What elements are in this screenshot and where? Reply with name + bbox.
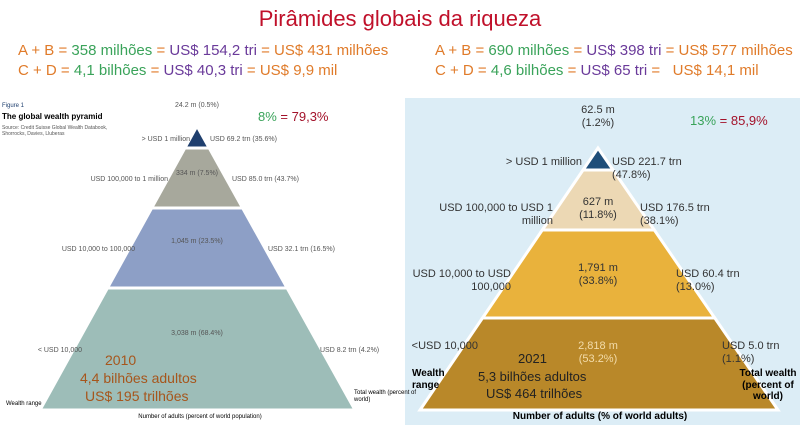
x-axis-label: Number of adults (% of world adults)	[512, 411, 688, 422]
pyramid-band	[37, 286, 358, 412]
wealth-label: USD 69.2 trn (35.6%)	[210, 136, 277, 143]
text-segment: A + B =	[18, 42, 68, 59]
text-segment: = US$ 577 milhões	[665, 42, 793, 59]
adults-label: 3,038 m (68.4%)	[171, 330, 223, 337]
text-segment: =	[567, 62, 577, 79]
text-segment: 690 milhões	[488, 42, 570, 59]
text-segment: 13%	[690, 113, 717, 128]
text-segment: C + D =	[18, 62, 70, 79]
text-segment: =	[573, 42, 583, 59]
text-segment: C + D =	[435, 62, 487, 79]
range-label: USD 10,000 to 100,000	[61, 246, 135, 253]
text-segment: = US$ 9,9 mil	[246, 62, 338, 79]
range-label: <USD 10,000	[411, 340, 478, 352]
ratio: 13% = 85,9%	[690, 113, 768, 129]
overlay-text: 2010	[105, 352, 137, 368]
text-segment: 4,6 bilhões	[490, 62, 564, 79]
figure-title: The global wealth pyramid	[2, 112, 103, 121]
text-segment: =	[150, 62, 160, 79]
range-label: USD 100,000 to USD 1 million	[439, 202, 553, 227]
wealth-axis-label: Total wealth (percent of world)	[739, 368, 797, 402]
text-segment: = 85,9%	[719, 113, 768, 128]
wealth-label: USD 85.0 trn (43.7%)	[232, 176, 299, 183]
range-label: > USD 1 million	[141, 136, 190, 143]
summary-line: C + D = 4,1 bilhões = US$ 40,3 tri = US$…	[18, 62, 342, 79]
y-axis-label: Wealth range	[412, 368, 445, 391]
pyramid-band	[417, 316, 781, 412]
adults-label: 62.5 m (1.2%)	[581, 104, 615, 129]
wealth-label: USD 60.4 trn (13.0%)	[676, 268, 740, 293]
text-segment: US$ 154,2 tri	[169, 42, 257, 59]
adults-label: 627 m (11.8%)	[579, 196, 617, 221]
text-segment: A + B =	[435, 42, 485, 59]
wealth-label: USD 8.2 trn (4.2%)	[320, 347, 380, 354]
wealth-label: USD 32.1 trn (16.5%)	[268, 246, 335, 253]
range-label: USD 10,000 to USD 100,000	[412, 268, 511, 293]
overlay-text: US$ 464 trilhões	[486, 386, 583, 401]
wealth-label: USD 176.5 trn (38.1%)	[640, 202, 710, 227]
wealth-label: USD 5.0 trn (1.1%)	[722, 340, 780, 365]
overlay-text: US$ 195 trilhões	[85, 388, 189, 404]
text-segment: 358 milhões	[71, 42, 153, 59]
text-segment: US$ 40,3 tri	[163, 62, 243, 79]
wealth-label: USD 221.7 trn (47.8%)	[612, 156, 682, 181]
figure-label: Figure 1	[2, 103, 25, 109]
text-segment: US$ 65 tri	[580, 62, 648, 79]
wealth-axis-label: Total wealth (percent of world)	[354, 390, 417, 403]
ratio: 8% = 79,3%	[258, 109, 329, 125]
overlay-text: 4,4 bilhões adultos	[80, 370, 197, 386]
text-segment: US$ 398 tri	[586, 42, 662, 59]
text-segment: =	[156, 42, 166, 59]
adults-label: 1,791 m (33.8%)	[578, 262, 618, 287]
range-label: < USD 10,000	[37, 347, 82, 354]
x-axis-label: Number of adults (percent of world popul…	[138, 414, 262, 420]
y-axis-label: Wealth range	[6, 401, 42, 407]
summary-line: A + B = 690 milhões = US$ 398 tri = US$ …	[435, 42, 797, 59]
text-segment: = US$ 431 milhões	[261, 42, 389, 59]
adults-label: 24.2 m (0.5%)	[175, 102, 219, 109]
overlay-text: 2021	[518, 351, 547, 366]
range-label: > USD 1 million	[505, 156, 582, 168]
adults-label: 334 m (7.5%)	[175, 170, 219, 177]
text-segment: = 79,3%	[280, 109, 329, 124]
slide-title: Pirâmides globais da riqueza	[258, 6, 542, 31]
adults-label: 1,045 m (23.5%)	[171, 238, 223, 245]
range-label: USD 100,000 to 1 million	[90, 176, 168, 183]
figure-source: Source: Credit Suisse Global Wealth Data…	[2, 125, 108, 137]
text-segment: = US$ 14,1 mil	[651, 62, 759, 79]
text-segment: 8%	[258, 109, 277, 124]
summary-line: C + D = 4,6 bilhões = US$ 65 tri = US$ 1…	[435, 62, 763, 79]
summary-line: A + B = 358 milhões = US$ 154,2 tri = US…	[18, 42, 392, 59]
overlay-text: 5,3 bilhões adultos	[478, 369, 587, 384]
text-segment: 4,1 bilhões	[73, 62, 147, 79]
adults-label: 2,818 m (53.2%)	[578, 340, 618, 365]
